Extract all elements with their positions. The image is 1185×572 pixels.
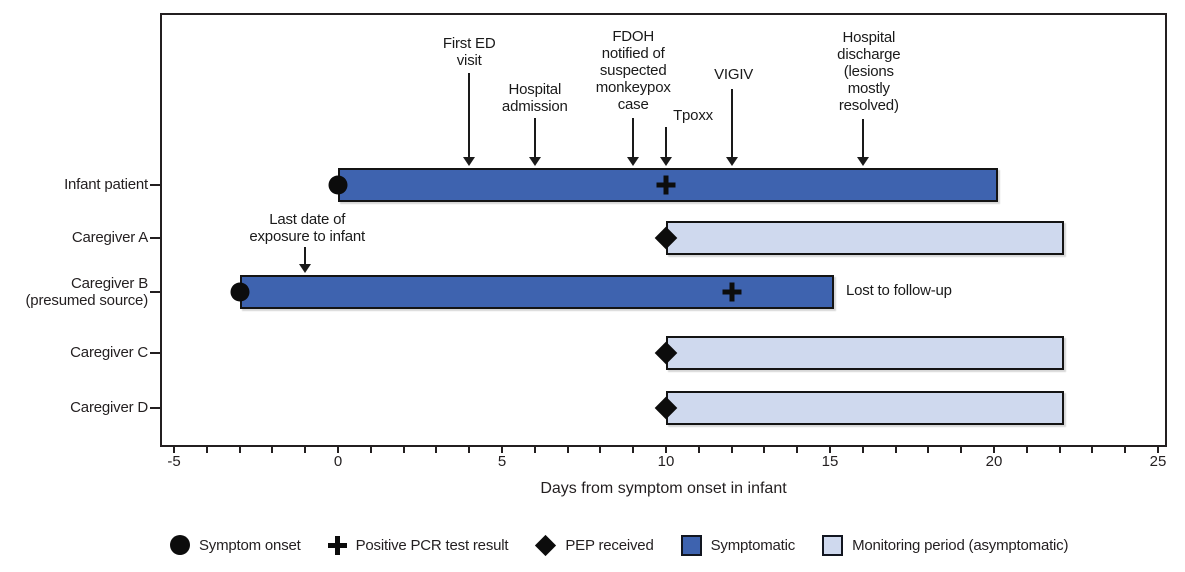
x-tick [960,445,963,453]
x-tick [402,445,405,453]
positive-pcr-marker [656,175,676,195]
x-tick [238,445,241,453]
annotation-label: First ED visit [442,35,496,69]
legend-label: PEP received [565,536,654,554]
x-tick [1025,445,1028,453]
symptom-onset-icon [170,535,190,555]
y-tick [150,291,160,293]
legend-item-monitoring-period: Monitoring period (asymptomatic) [822,534,1069,556]
x-tick-label: 20 [985,453,1003,470]
row-label: Infant patient [64,176,148,193]
bar-monitoring [666,391,1064,425]
row-note: Lost to follow-up [846,282,952,299]
y-tick [150,352,160,354]
annotation-label: Hospital discharge (lesions mostly resol… [837,29,901,114]
x-tick [665,445,667,453]
x-tick [501,445,503,453]
x-tick [533,445,536,453]
x-tick [632,445,635,453]
x-tick [566,445,569,453]
monitoring-swatch-icon [822,534,844,556]
x-tick [796,445,799,453]
x-tick [1091,445,1094,453]
legend-label: Symptomatic [710,536,796,554]
legend-label: Monitoring period (asymptomatic) [852,536,1069,554]
bar-symptomatic [239,275,834,309]
x-tick [730,445,733,453]
x-tick [894,445,897,453]
annotation-label: VIGIV [714,66,754,83]
legend-label: Positive PCR test result [355,536,509,554]
annotation-arrow [856,119,870,166]
annotation-arrow [626,118,640,166]
y-tick [150,237,160,239]
x-tick [304,445,307,453]
x-tick-label: 5 [497,453,507,470]
legend-item-pep-received: PEP received [535,534,654,556]
positive-pcr-marker [722,282,742,302]
x-tick [829,445,831,453]
legend-item-symptomatic: Symptomatic [680,534,796,556]
diamond-icon [535,534,557,556]
x-tick-label: 25 [1149,453,1167,470]
annotation-label: Hospital admission [501,81,568,115]
x-tick-label: 0 [333,453,343,470]
x-tick [927,445,930,453]
x-tick [435,445,438,453]
x-tick [1058,445,1061,453]
x-tick [599,445,602,453]
x-tick-label: 10 [657,453,675,470]
annotation-arrow [298,247,312,273]
bar-monitoring [666,221,1064,255]
plot-area: Lost to follow-up First ED visit Hospital … [160,13,1167,453]
x-axis-labels: -5 0 5 10 15 20 25 [162,453,1167,473]
x-tick [861,445,864,453]
x-tick [205,445,208,453]
annotation-label: Tpoxx [673,107,713,124]
row-label: Caregiver A [71,229,148,246]
annotation-arrow [528,118,542,166]
annotation-arrow [725,89,739,166]
legend-item-positive-pcr: Positive PCR test result [327,535,509,555]
annotation-arrow [659,127,673,166]
row-label: Caregiver D [70,399,148,416]
x-tick-label: -5 [167,453,181,470]
symptom-onset-marker [328,175,348,195]
x-tick [993,445,995,453]
annotation-label: Last date of exposure to infant [249,211,366,245]
x-tick [337,445,339,453]
plus-icon [327,535,347,555]
x-tick-label: 15 [821,453,839,470]
legend-label: Symptom onset [199,536,301,554]
x-tick [271,445,274,453]
symptomatic-swatch-icon [680,534,702,556]
bar-symptomatic [338,168,998,202]
x-tick [697,445,700,453]
row-label: Caregiver C [70,344,148,361]
x-axis-title: Days from symptom onset in infant [540,480,787,497]
y-tick [150,184,160,186]
row-label: Caregiver B (presumed source) [25,275,149,309]
annotation-label: FDOH notified of suspected monkeypox cas… [595,28,671,113]
x-tick [173,445,175,453]
x-tick [1157,445,1159,453]
x-tick [1124,445,1127,453]
legend: Symptom onset Positive PCR test result P… [170,531,1068,559]
y-tick [150,407,160,409]
annotation-arrow [462,73,476,166]
symptom-onset-marker [230,282,250,302]
legend-item-symptom-onset: Symptom onset [170,535,301,555]
x-tick [369,445,372,453]
x-tick [763,445,766,453]
bar-monitoring [666,336,1064,370]
x-tick [468,445,471,453]
